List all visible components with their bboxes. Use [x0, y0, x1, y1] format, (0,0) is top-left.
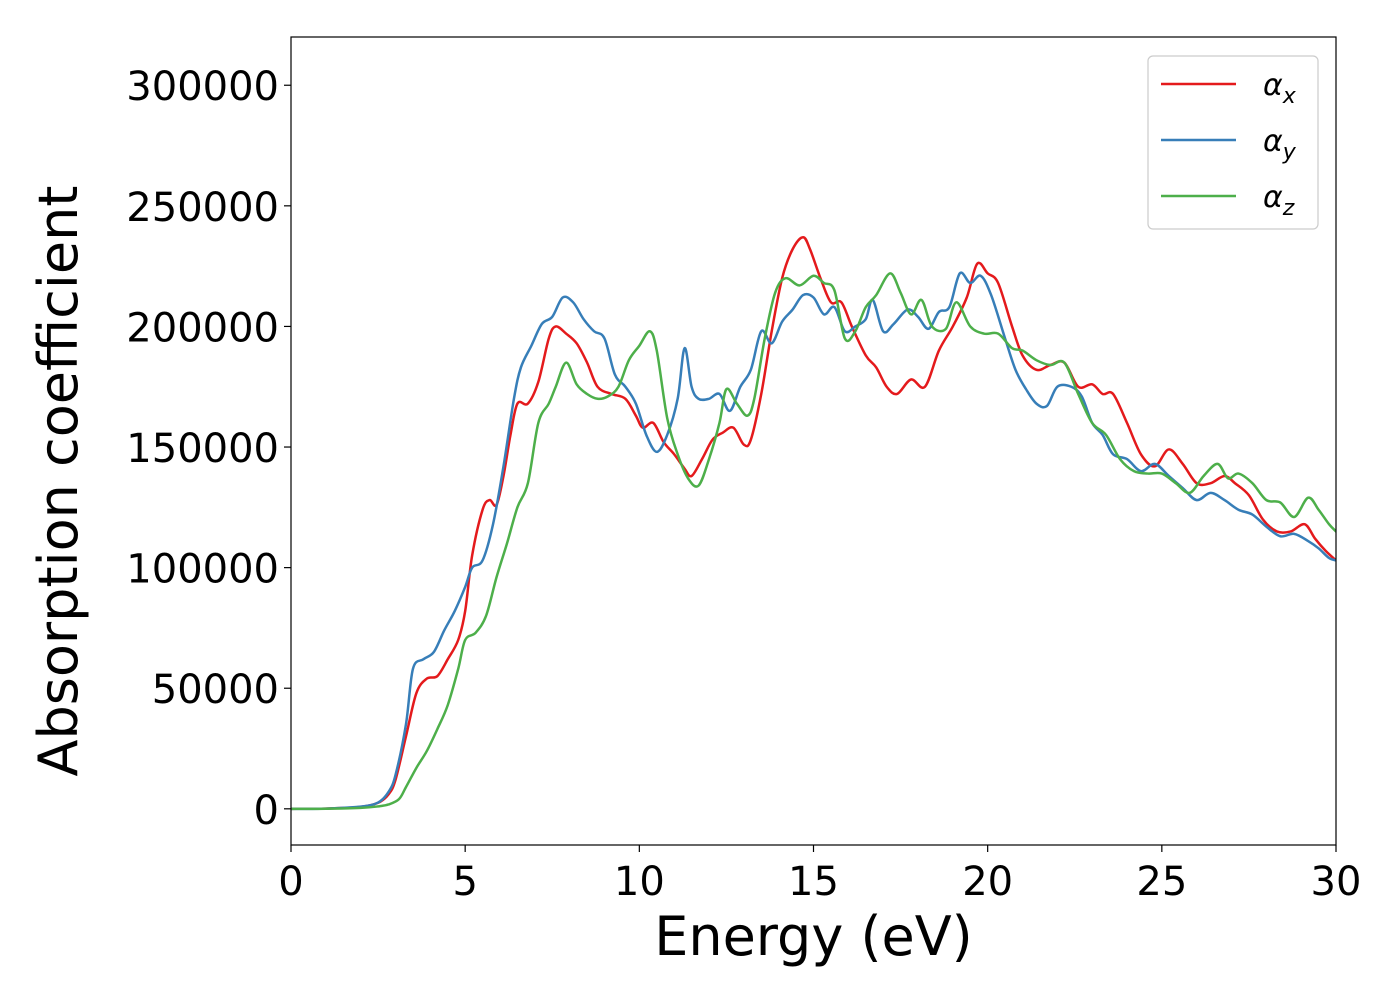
- legend-label-z: αz: [1263, 180, 1295, 221]
- legend-item-x: αx: [1161, 68, 1297, 109]
- y-axis-title: Absorption coefficient: [27, 186, 90, 777]
- x-axis-title: Energy (eV): [654, 905, 973, 968]
- series-layer: [291, 235, 1336, 811]
- y-tick-label: 50000: [152, 667, 279, 713]
- legend-box: [1147, 55, 1319, 230]
- legend-label-x: αx: [1263, 68, 1297, 109]
- legend-items: αx αy αz: [1161, 68, 1297, 221]
- x-tick-label: 20: [962, 859, 1013, 905]
- legend: αx αy αz: [1147, 55, 1319, 230]
- y-tick-label: 200000: [126, 305, 279, 351]
- y-tick-label: 0: [254, 788, 279, 834]
- y-tick-label: 150000: [126, 426, 279, 472]
- x-tick-label: 10: [614, 859, 665, 905]
- tick-layer: 0 5 10 15 20 25 30 0 50000 100000 150000 200000 2500…: [126, 64, 1361, 905]
- series-line-y: [291, 271, 1336, 811]
- x-tick-label: 0: [278, 859, 303, 905]
- x-tick-label: 5: [452, 859, 477, 905]
- x-tick-label: 30: [1311, 859, 1362, 905]
- series-line-x: [291, 235, 1336, 811]
- legend-item-y: αy: [1161, 124, 1297, 165]
- series-line-z: [291, 272, 1336, 811]
- y-tick-label: 100000: [126, 547, 279, 593]
- legend-label-y: αy: [1263, 124, 1297, 165]
- x-tick-label: 15: [788, 859, 839, 905]
- y-tick-label: 250000: [126, 185, 279, 231]
- y-tick-label: 300000: [126, 64, 279, 110]
- x-tick-label: 25: [1136, 859, 1187, 905]
- legend-item-z: αz: [1161, 180, 1295, 221]
